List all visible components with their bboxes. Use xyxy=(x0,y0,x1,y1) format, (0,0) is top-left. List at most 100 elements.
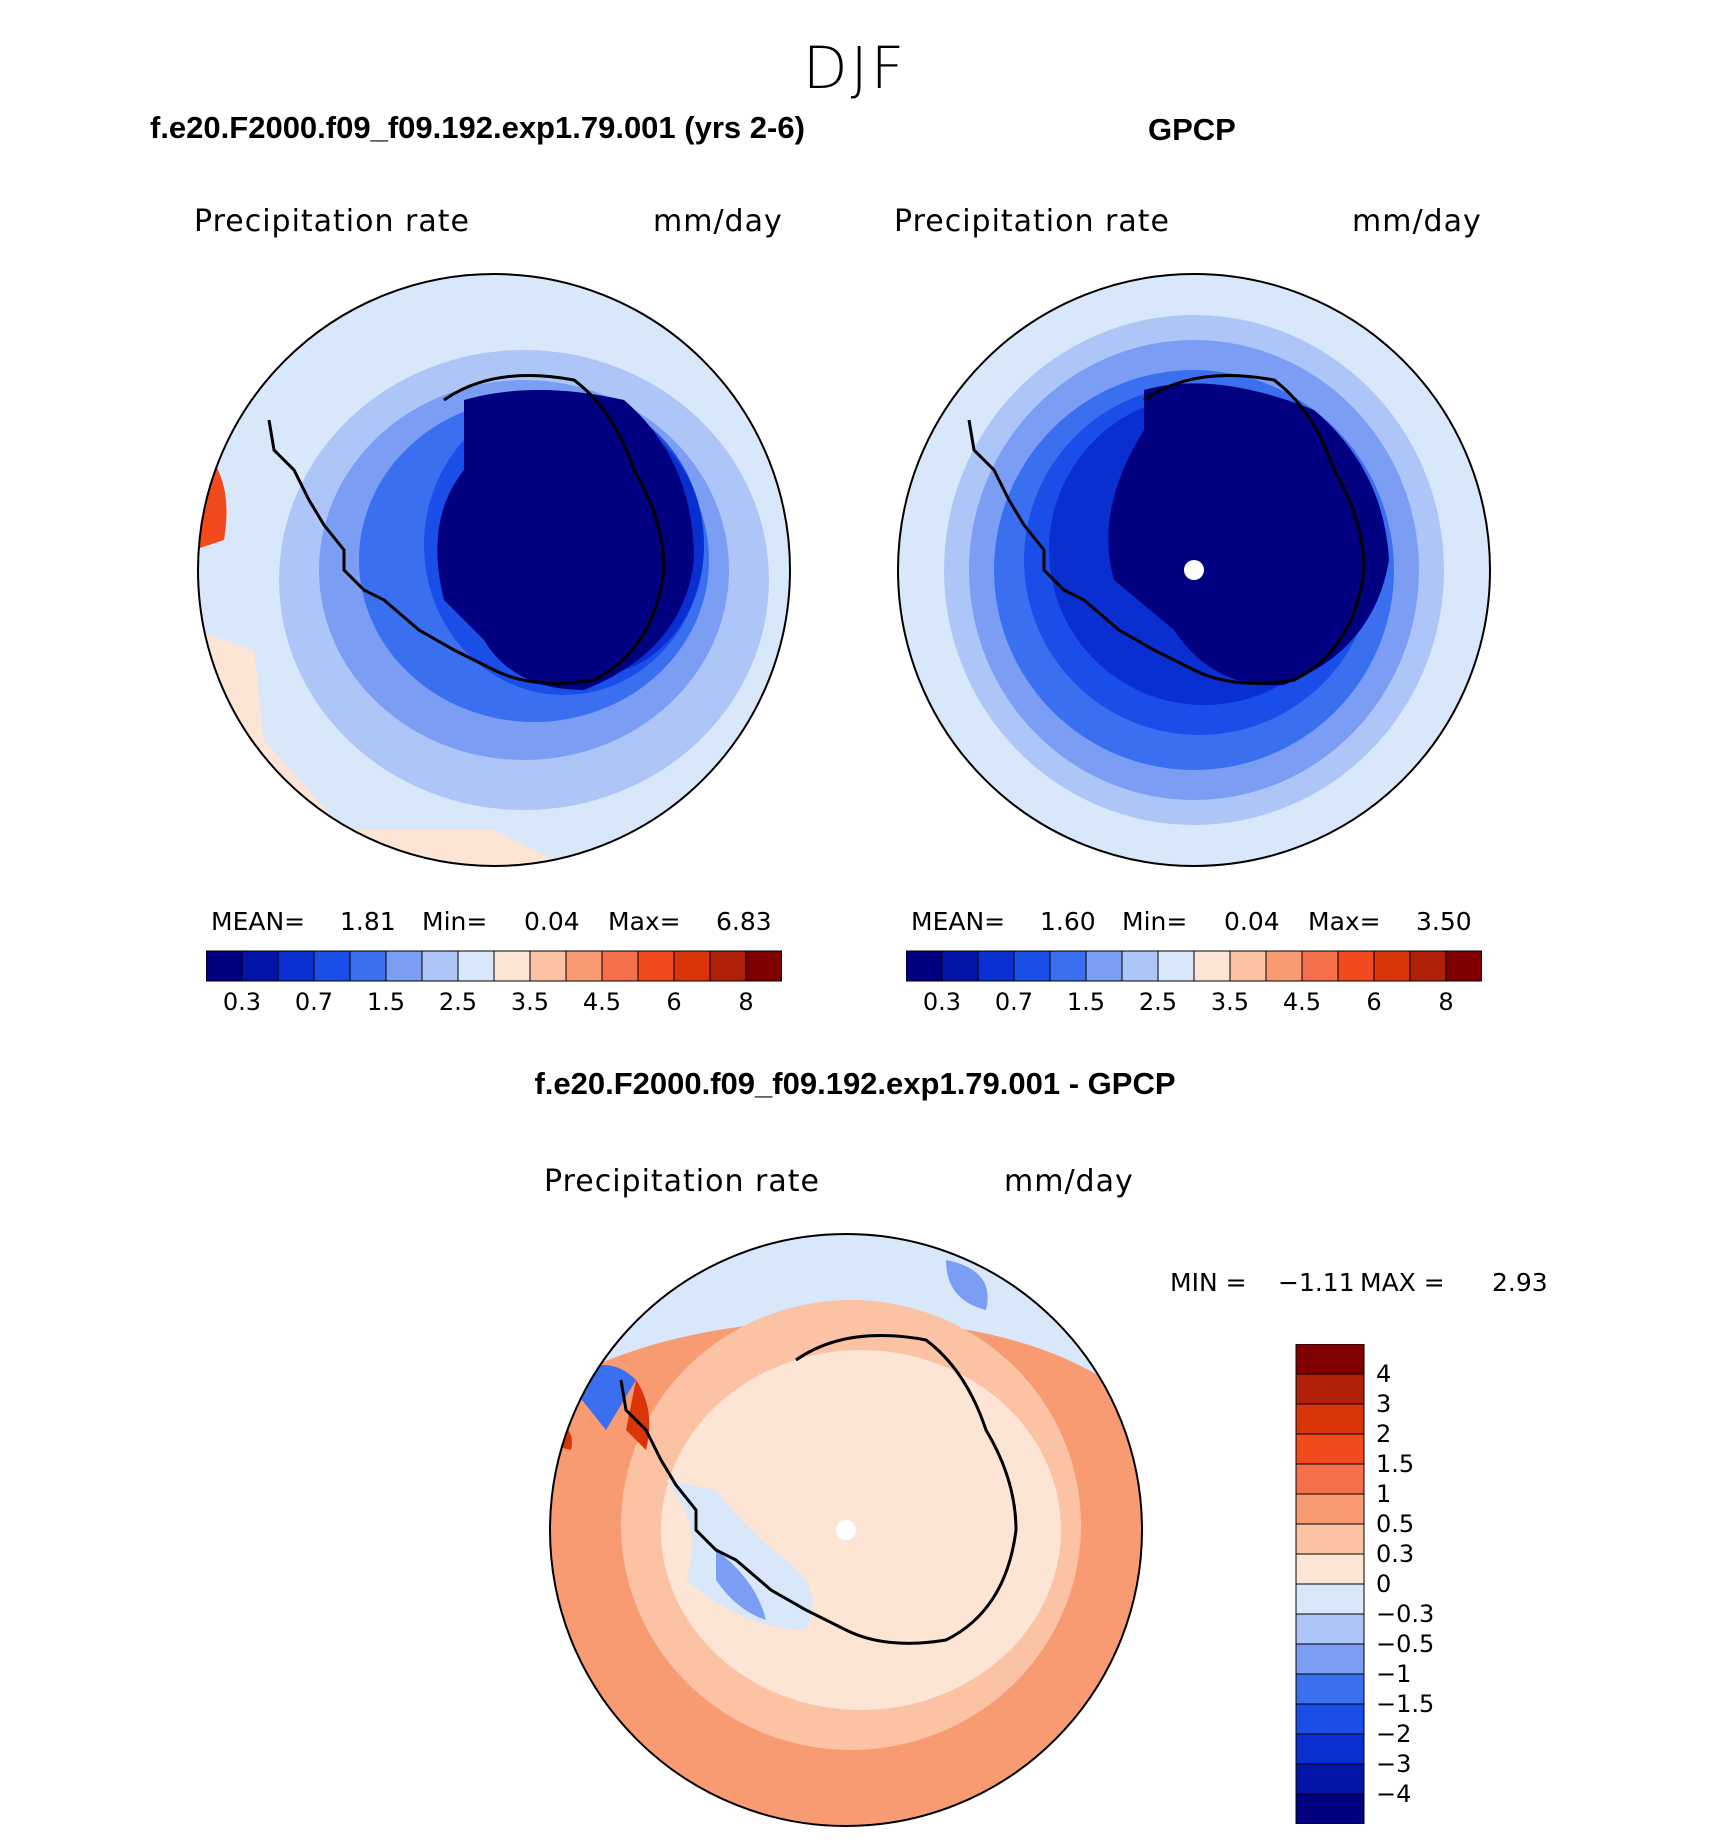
colorbar-swatch xyxy=(1295,1583,1365,1615)
colorbar-swatch xyxy=(277,950,315,982)
map-peninsula-maximum xyxy=(626,1380,650,1450)
colorbar-tick-label: 6 xyxy=(666,988,682,1016)
colorbar-tick-label: 6 xyxy=(1366,988,1382,1016)
obs-mean-value: 1.60 xyxy=(1040,907,1096,936)
colorbar-swatch xyxy=(565,950,603,982)
colorbar-swatch xyxy=(1295,1463,1365,1495)
model-polar-map xyxy=(197,273,791,867)
map-boundary xyxy=(549,1233,1143,1827)
diff-polar-map xyxy=(549,1233,1143,1827)
colorbar-swatch xyxy=(977,950,1015,982)
diff-min-label: MIN = xyxy=(1170,1268,1247,1297)
colorbar-swatch xyxy=(709,950,747,982)
colorbar-swatch xyxy=(1301,950,1339,982)
model-variable-label: Precipitation rate xyxy=(194,204,470,239)
obs-panel-title: GPCP xyxy=(1148,112,1236,147)
colorbar-tick-label: 8 xyxy=(738,988,754,1016)
model-max-value: 6.83 xyxy=(716,907,772,936)
colorbar-swatch xyxy=(637,950,675,982)
colorbar-tick-label: 2.5 xyxy=(438,988,478,1016)
colorbar-tick-label: −2 xyxy=(1376,1720,1412,1748)
colorbar-tick-label: 4.5 xyxy=(582,988,622,1016)
map-boundary xyxy=(197,273,791,867)
colorbar-swatch xyxy=(1049,950,1087,982)
colorbar-tick-label: 2.5 xyxy=(1138,988,1178,1016)
colorbar-swatch xyxy=(1295,1763,1365,1795)
antarctica-coastline xyxy=(967,374,1366,685)
colorbar-tick-label: 0 xyxy=(1376,1570,1392,1598)
map-negative-patch xyxy=(716,1550,766,1620)
colorbar-swatch xyxy=(349,950,387,982)
colorbar-swatch xyxy=(745,950,782,982)
season-title: DJF xyxy=(802,34,908,102)
colorbar-swatch xyxy=(1295,1643,1365,1675)
pole-hole-marker xyxy=(836,1520,856,1540)
pole-hole-marker xyxy=(1184,560,1204,580)
colorbar-swatch xyxy=(1295,1613,1365,1645)
model-units-label: mm/day xyxy=(653,204,783,239)
obs-min-value: 0.04 xyxy=(1224,907,1280,936)
colorbar-swatch xyxy=(1295,1673,1365,1705)
diff-panel-title: f.e20.F2000.f09_f09.192.exp1.79.001 - GP… xyxy=(534,1066,1176,1101)
colorbar-swatch xyxy=(601,950,639,982)
colorbar-swatch xyxy=(1295,1733,1365,1765)
colorbar-swatch xyxy=(1265,950,1303,982)
obs-units-label: mm/day xyxy=(1352,204,1482,239)
colorbar-swatch xyxy=(1295,1403,1365,1435)
model-mean-value: 1.81 xyxy=(340,907,396,936)
colorbar-swatch xyxy=(1229,950,1267,982)
colorbar-swatch xyxy=(673,950,711,982)
diff-variable-label: Precipitation rate xyxy=(544,1164,820,1199)
diff-max-label: MAX = xyxy=(1360,1268,1445,1297)
model-colorbar xyxy=(206,950,782,982)
colorbar-tick-label: −0.3 xyxy=(1376,1600,1435,1628)
colorbar-swatch xyxy=(313,950,351,982)
colorbar-tick-label: −0.5 xyxy=(1376,1630,1435,1658)
model-min-label: Min= xyxy=(422,907,488,936)
colorbar-tick-label: 1.5 xyxy=(1376,1450,1415,1478)
colorbar-tick-label: −1 xyxy=(1376,1660,1412,1688)
obs-max-label: Max= xyxy=(1308,907,1381,936)
map-dry-interior xyxy=(437,390,694,690)
colorbar-swatch xyxy=(1295,1433,1365,1465)
diff-colorbar xyxy=(1295,1344,1365,1824)
map-boundary xyxy=(897,273,1491,867)
obs-mean-label: MEAN= xyxy=(911,907,1006,936)
obs-min-label: Min= xyxy=(1122,907,1188,936)
colorbar-tick-label: 4.5 xyxy=(1282,988,1322,1016)
colorbar-tick-label: 1.5 xyxy=(366,988,406,1016)
colorbar-swatch xyxy=(1295,1793,1365,1824)
antarctica-coastline xyxy=(267,374,666,685)
colorbar-tick-label: 3.5 xyxy=(1210,988,1250,1016)
colorbar-swatch xyxy=(1085,950,1123,982)
colorbar-swatch xyxy=(1295,1553,1365,1585)
colorbar-tick-label: 3.5 xyxy=(510,988,550,1016)
colorbar-tick-label: 2 xyxy=(1376,1420,1392,1448)
colorbar-tick-label: 0.3 xyxy=(222,988,262,1016)
colorbar-tick-label: 8 xyxy=(1438,988,1454,1016)
colorbar-swatch xyxy=(1295,1523,1365,1555)
colorbar-swatch xyxy=(1013,950,1051,982)
model-mean-label: MEAN= xyxy=(211,907,306,936)
colorbar-swatch xyxy=(1295,1344,1365,1375)
colorbar-swatch xyxy=(1409,950,1447,982)
model-panel-title: f.e20.F2000.f09_f09.192.exp1.79.001 (yrs… xyxy=(150,110,805,145)
colorbar-tick-label: 1.5 xyxy=(1066,988,1106,1016)
diff-max-value: 2.93 xyxy=(1492,1268,1548,1297)
colorbar-swatch xyxy=(1373,950,1411,982)
colorbar-tick-label: 0.7 xyxy=(994,988,1034,1016)
colorbar-swatch xyxy=(1121,950,1159,982)
obs-polar-map xyxy=(897,273,1491,867)
colorbar-swatch xyxy=(1295,1373,1365,1405)
colorbar-swatch xyxy=(1157,950,1195,982)
colorbar-swatch xyxy=(421,950,459,982)
map-dry-interior xyxy=(1108,383,1389,686)
colorbar-tick-label: 0.3 xyxy=(922,988,962,1016)
colorbar-tick-label: −1.5 xyxy=(1376,1690,1435,1718)
colorbar-swatch xyxy=(1337,950,1375,982)
antarctica-coastline xyxy=(619,1334,1018,1645)
colorbar-swatch xyxy=(457,950,495,982)
model-min-value: 0.04 xyxy=(524,907,580,936)
colorbar-tick-label: 0.5 xyxy=(1376,1510,1415,1538)
colorbar-tick-label: 4 xyxy=(1376,1360,1392,1388)
